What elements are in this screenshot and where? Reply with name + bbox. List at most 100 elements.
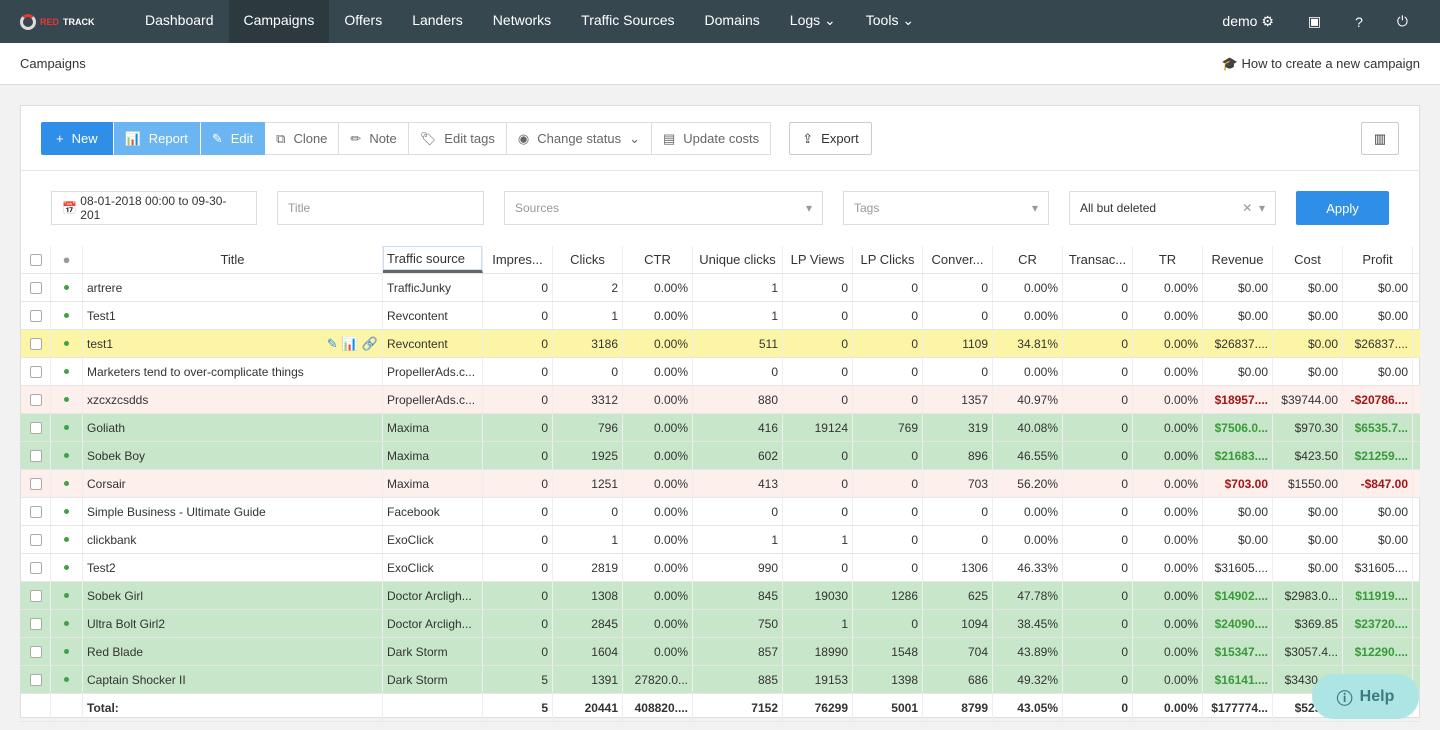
table-row[interactable]: Corsair Maxima 0 1251 0.00% 413 0 0 703 56.20% 0 0.… [21, 470, 1420, 498]
title-text[interactable]: Red Blade [87, 644, 144, 659]
campaign-title[interactable]: Corsair [83, 470, 383, 497]
column-header[interactable]: LP Clicks [853, 246, 923, 273]
user-menu[interactable]: demo ⚙ [1222, 13, 1274, 29]
title-text[interactable]: Marketers tend to over-complicate things [87, 364, 304, 379]
report-icon[interactable]: 📊 [341, 335, 358, 351]
column-header[interactable]: Title [83, 246, 383, 273]
checkbox[interactable] [29, 421, 42, 434]
checkbox[interactable] [29, 393, 42, 406]
table-row[interactable]: Captain Shocker II Dark Storm 5 1391 27820.0… [21, 666, 1420, 694]
title-text[interactable]: Ultra Bolt Girl2 [87, 616, 166, 631]
row-checkbox[interactable] [21, 582, 51, 609]
campaign-title[interactable]: Simple Business - Ultimate Guide [83, 498, 383, 525]
title-text[interactable]: Goliath [87, 420, 126, 435]
checkbox[interactable] [29, 309, 42, 322]
campaign-title[interactable]: test1 ✎ 📊 🔗 [83, 330, 383, 357]
title-text[interactable]: Test1 [87, 308, 116, 323]
edit-button[interactable]: ✎ Edit [199, 122, 266, 155]
campaign-title[interactable]: Sobek Boy [83, 442, 383, 469]
checkbox[interactable] [29, 337, 42, 350]
export-button[interactable]: ⇪ Export [789, 122, 872, 155]
how-to-link[interactable]: 🎓 How to create a new campaign [1221, 55, 1420, 71]
title-text[interactable]: Simple Business - Ultimate Guide [87, 504, 266, 519]
row-checkbox[interactable] [21, 638, 51, 665]
nav-item[interactable]: Logs ⌄ [789, 12, 836, 28]
column-header[interactable]: CTR [623, 246, 693, 273]
checkbox[interactable] [29, 645, 42, 658]
column-header[interactable]: Traffic source [383, 246, 483, 273]
title-text[interactable]: Sobek Boy [87, 448, 146, 463]
table-row[interactable]: test1 ✎ 📊 🔗 Revcontent 0 3186 0.00% 511 0 0 1109 34.… [21, 330, 1420, 358]
table-row[interactable]: Test2 ExoClick 0 2819 0.00% 990 0 0 1306 46.33% 0 0… [21, 554, 1420, 582]
table-row[interactable]: Test1 Revcontent 0 1 0.00% 1 0 0 0 0.00% 0 0.00% $0.… [21, 302, 1420, 330]
campaign-title[interactable]: Red Blade [83, 638, 383, 665]
column-header[interactable]: LP Views [783, 246, 853, 273]
column-header[interactable]: Profit [1343, 246, 1413, 273]
checkbox[interactable] [29, 533, 42, 546]
change-status-button[interactable]: ◉ Change status ⌄ [506, 122, 652, 155]
clear-icon[interactable]: ✕ [1242, 201, 1253, 215]
table-row[interactable]: Goliath Maxima 0 796 0.00% 416 19124 769 319 40.0… [21, 414, 1420, 442]
title-text[interactable]: Corsair [87, 476, 126, 491]
table-row[interactable]: Simple Business - Ultimate Guide Facebook… [21, 498, 1420, 526]
edit-icon[interactable]: ✎ [326, 335, 338, 351]
logo[interactable]: RED TRACK [0, 13, 130, 30]
table-row[interactable]: Sobek Girl Doctor Arcligh... 0 1308 0.00% 845… [21, 582, 1420, 610]
tags-select[interactable]: Tags ▾ [843, 191, 1049, 225]
row-checkbox[interactable] [21, 526, 51, 553]
checkbox[interactable] [29, 505, 42, 518]
clone-button[interactable]: ⧉ Clone [265, 122, 340, 155]
row-checkbox[interactable] [21, 610, 51, 637]
campaign-title[interactable]: Captain Shocker II [83, 666, 383, 693]
table-row[interactable]: Marketers tend to over-complicate things… [21, 358, 1420, 386]
campaign-title[interactable]: Goliath [83, 414, 383, 441]
nav-item[interactable]: Offers [344, 12, 383, 28]
new-button[interactable]: + New [41, 122, 113, 155]
column-header[interactable]: TR [1133, 246, 1203, 273]
report-button[interactable]: 📊 Report [112, 122, 200, 155]
row-checkbox[interactable] [21, 330, 51, 357]
title-text[interactable]: Captain Shocker II [87, 672, 186, 687]
column-header[interactable]: Unique clicks [693, 246, 783, 273]
column-header[interactable]: Transac... [1063, 246, 1133, 273]
campaign-title[interactable]: Ultra Bolt Girl2 [83, 610, 383, 637]
status-select[interactable]: All but deleted ✕ ▾ [1069, 191, 1276, 225]
checkbox[interactable] [29, 617, 42, 630]
nav-item[interactable]: Campaigns [228, 0, 330, 43]
nav-item[interactable]: Tools ⌄ [865, 12, 915, 28]
row-checkbox[interactable] [21, 498, 51, 525]
row-checkbox[interactable] [21, 302, 51, 329]
row-checkbox[interactable] [21, 470, 51, 497]
table-row[interactable]: artrere TrafficJunky 0 2 0.00% 1 0 0 0 0.00% 0 0.00… [21, 274, 1420, 302]
nav-item[interactable]: Traffic Sources [581, 12, 675, 28]
update-costs-button[interactable]: ▤ Update costs [651, 122, 772, 155]
checkbox[interactable] [29, 365, 42, 378]
campaign-title[interactable]: clickbank [83, 526, 383, 553]
title-text[interactable]: artrere [87, 280, 123, 295]
checkbox[interactable] [29, 281, 42, 294]
nav-item[interactable]: Landers [412, 12, 463, 28]
apply-button[interactable]: Apply [1296, 191, 1389, 225]
row-checkbox[interactable] [21, 274, 51, 301]
link-icon[interactable]: 🔗 [361, 335, 378, 351]
table-row[interactable]: xzcxzcsdds PropellerAds.c... 0 3312 0.00% 880… [21, 386, 1420, 414]
campaign-title[interactable]: Sobek Girl [83, 582, 383, 609]
checkbox[interactable] [29, 477, 42, 490]
date-range-input[interactable]: 📅 08-01-2018 00:00 to 09-30-201 [51, 191, 257, 225]
title-text[interactable]: Test2 [87, 560, 116, 575]
column-header[interactable]: CR [993, 246, 1063, 273]
title-text[interactable]: test1 [87, 336, 114, 351]
campaign-title[interactable]: Marketers tend to over-complicate things [83, 358, 383, 385]
campaign-title[interactable]: xzcxzcsdds [83, 386, 383, 413]
table-row[interactable]: clickbank ExoClick 0 1 0.00% 1 1 0 0 0.00% 0 0.00% $… [21, 526, 1420, 554]
checkbox[interactable] [29, 561, 42, 574]
sources-select[interactable]: Sources ▾ [504, 191, 823, 225]
row-checkbox[interactable] [21, 666, 51, 693]
checkbox[interactable] [29, 673, 42, 686]
row-checkbox[interactable] [21, 386, 51, 413]
table-row[interactable]: Ultra Bolt Girl2 Doctor Arcligh... 0 2845 0.… [21, 610, 1420, 638]
nav-item[interactable]: Dashboard [145, 12, 214, 28]
title-input[interactable]: Title [277, 191, 484, 225]
columns-button[interactable]: ▥ [1361, 122, 1399, 155]
title-text[interactable]: Sobek Girl [87, 588, 144, 603]
